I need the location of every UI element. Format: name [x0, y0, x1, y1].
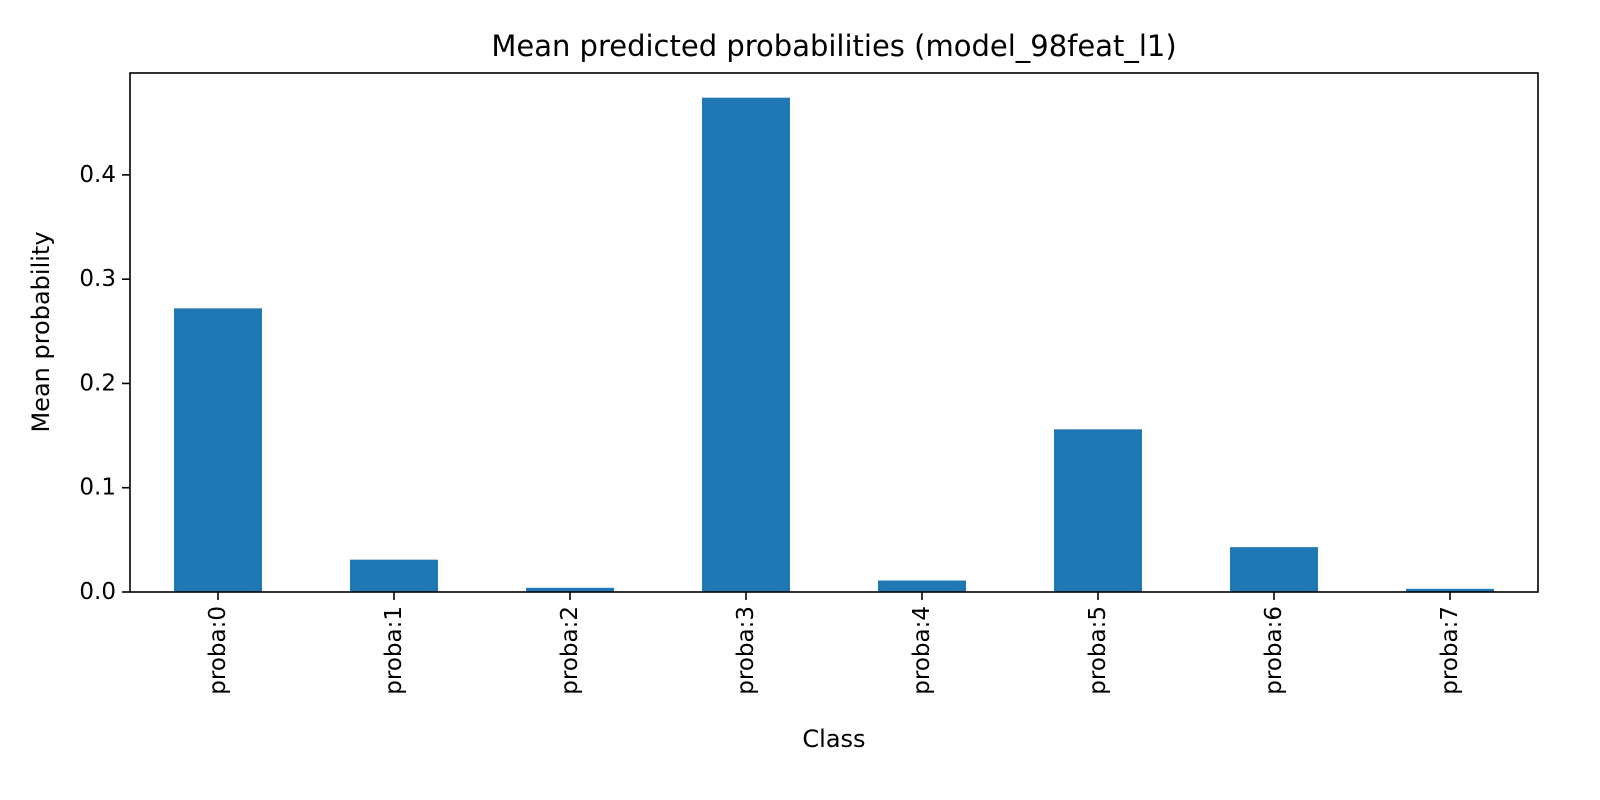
y-tick-label: 0.2 — [79, 370, 116, 396]
bar-proba-7 — [1406, 588, 1494, 592]
x-axis-label: Class — [802, 725, 865, 753]
y-tick-label: 0.1 — [79, 475, 116, 501]
x-tick-label: proba:1 — [381, 606, 407, 695]
plot-frame — [129, 72, 1539, 593]
x-tick-label: proba:7 — [1437, 606, 1463, 695]
bar-proba-2 — [526, 587, 614, 592]
x-tick-label: proba:2 — [557, 606, 583, 695]
bar-proba-6 — [1230, 547, 1318, 592]
y-axis-ticks: 0.0 0.1 0.2 0.3 0.4 — [79, 162, 130, 605]
chart-title: Mean predicted probabilities (model_98fe… — [491, 29, 1176, 63]
bars-layer — [174, 97, 1494, 592]
x-tick-label: proba:6 — [1261, 606, 1287, 695]
x-tick-label: proba:5 — [1085, 606, 1111, 695]
x-axis-ticks: proba:0 proba:1 proba:2 proba:3 proba:4 proba… — [205, 592, 1463, 695]
bar-proba-0 — [174, 308, 262, 592]
y-tick-label: 0.3 — [79, 266, 116, 292]
y-axis-label: Mean probability — [27, 231, 55, 432]
y-tick-label: 0.0 — [79, 579, 116, 605]
bar-proba-5 — [1054, 429, 1142, 592]
bar-proba-3 — [702, 97, 790, 592]
x-tick-label: proba:0 — [205, 606, 231, 695]
bar-proba-4 — [878, 580, 966, 592]
bar-proba-1 — [350, 559, 438, 592]
x-tick-label: proba:3 — [733, 606, 759, 695]
x-tick-label: proba:4 — [909, 606, 935, 695]
y-tick-label: 0.4 — [79, 162, 116, 188]
